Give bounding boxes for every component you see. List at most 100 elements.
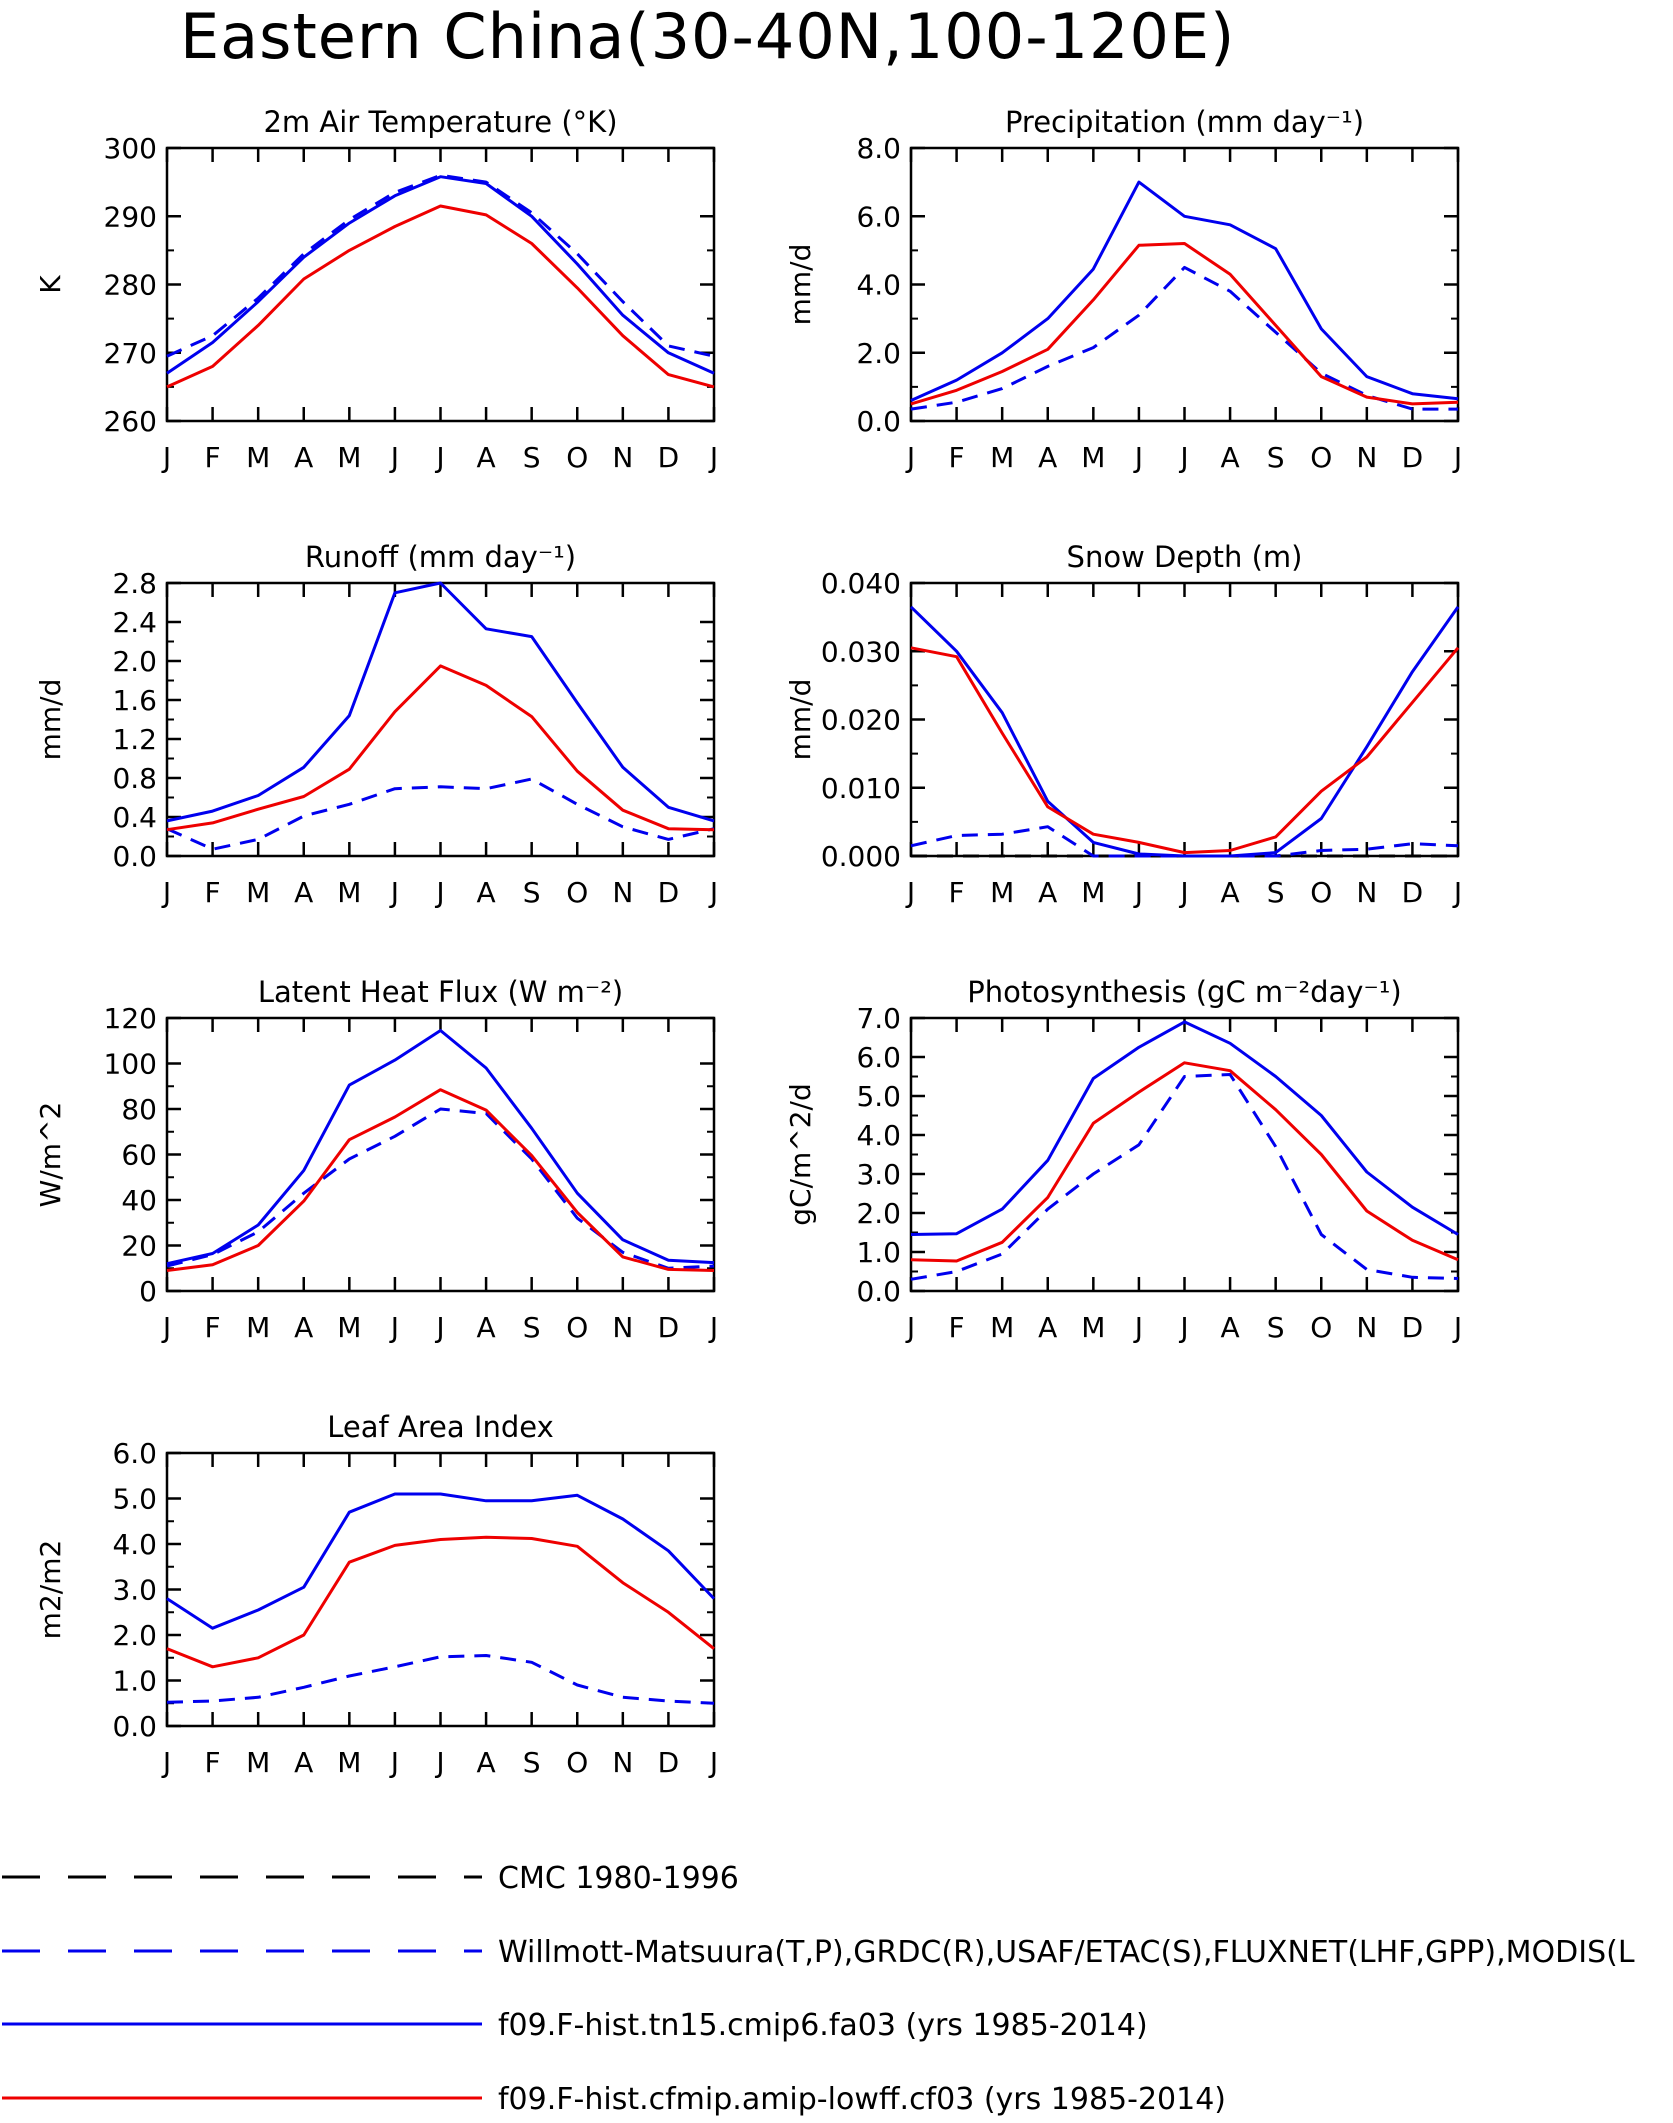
- x-tick-label: N: [1356, 1311, 1377, 1344]
- x-tick-label: A: [1221, 1311, 1240, 1344]
- series-line-1: [166, 1107, 715, 1270]
- series-line-3: [166, 664, 715, 832]
- series-line-2: [166, 1029, 715, 1266]
- x-tick-label: J: [389, 876, 399, 909]
- x-tick-label: M: [1081, 1311, 1105, 1344]
- x-tick-label: J: [161, 1311, 171, 1344]
- x-tick-label: J: [708, 1311, 718, 1344]
- series-line-1: [910, 825, 1459, 858]
- x-tick-label: J: [161, 876, 171, 909]
- series-line-1: [910, 265, 1458, 411]
- y-tick-label: 7.0: [856, 1002, 901, 1035]
- x-tick-label: J: [708, 441, 718, 474]
- y-axis-label: mm/d: [784, 244, 817, 326]
- x-tick-label: F: [949, 1311, 965, 1344]
- y-tick-label: 0.0: [856, 1275, 901, 1308]
- y-tick-label: 300: [104, 132, 157, 165]
- panel-title: Photosynthesis (gC m⁻²day⁻¹): [967, 975, 1401, 1009]
- y-tick-label: 0.4: [112, 801, 157, 834]
- x-tick-label: J: [1452, 1311, 1462, 1344]
- x-tick-label: O: [566, 1746, 588, 1779]
- x-tick-label: A: [294, 876, 313, 909]
- x-tick-label: A: [1221, 876, 1240, 909]
- x-tick-label: N: [612, 876, 633, 909]
- figure-title: Eastern China(30-40N,100-120E): [180, 0, 1236, 73]
- series-line-2: [166, 175, 715, 375]
- series-line-2: [166, 1492, 716, 1630]
- y-tick-label: 2.0: [112, 645, 157, 678]
- x-tick-label: S: [1267, 441, 1285, 474]
- y-tick-label: 260: [104, 405, 157, 438]
- x-tick-label: J: [434, 1746, 444, 1779]
- series-line-3: [910, 242, 1459, 406]
- y-tick-label: 80: [121, 1093, 157, 1126]
- y-tick-label: 4.0: [856, 269, 901, 302]
- x-tick-label: O: [566, 876, 588, 909]
- legend-label: Willmott-Matsuura(T,P),GRDC(R),USAF/ETAC…: [498, 1935, 1635, 1970]
- x-tick-label: J: [434, 876, 444, 909]
- x-tick-label: M: [337, 1311, 361, 1344]
- x-tick-label: N: [612, 441, 633, 474]
- x-tick-label: O: [1310, 876, 1332, 909]
- x-tick-label: J: [434, 1311, 444, 1344]
- x-tick-label: M: [990, 876, 1014, 909]
- y-tick-label: 4.0: [856, 1119, 901, 1152]
- x-tick-label: F: [949, 441, 965, 474]
- x-tick-label: A: [294, 441, 313, 474]
- y-axis-label: K: [34, 275, 67, 294]
- x-tick-label: D: [658, 1746, 680, 1779]
- y-tick-label: 0.010: [821, 772, 901, 805]
- panel-title: Precipitation (mm day⁻¹): [1005, 105, 1364, 139]
- x-tick-label: A: [1038, 876, 1057, 909]
- panel-4: Snow Depth (m) mm/d 0.000 0.010 0.020 0.030 0.…: [784, 540, 1462, 909]
- panel-1: 2m Air Temperature (°K) K 260 270 280 290 300 J…: [34, 105, 718, 474]
- x-tick-label: J: [905, 441, 915, 474]
- panel-title: Snow Depth (m): [1067, 540, 1303, 574]
- x-tick-label: M: [337, 876, 361, 909]
- series-line-2: [910, 1020, 1459, 1236]
- x-tick-label: N: [612, 1746, 633, 1779]
- x-tick-label: J: [161, 441, 171, 474]
- x-tick-label: S: [1267, 876, 1285, 909]
- x-tick-label: D: [1402, 441, 1424, 474]
- x-tick-label: J: [1452, 876, 1462, 909]
- plot-frame: [909, 1016, 1460, 1293]
- x-tick-label: S: [523, 876, 541, 909]
- y-tick-label: 2.0: [856, 1197, 901, 1230]
- x-tick-label: M: [246, 1746, 270, 1779]
- y-tick-label: 0.000: [821, 840, 901, 873]
- legend: CMC 1980-1996 Willmott-Matsuura(T,P),GRDC…: [2, 1861, 1635, 2117]
- series-line-2: [166, 581, 715, 823]
- y-tick-label: 6.0: [856, 200, 901, 233]
- x-tick-label: D: [1402, 876, 1424, 909]
- x-tick-label: M: [246, 1311, 270, 1344]
- x-tick-label: S: [523, 441, 541, 474]
- y-tick-label: 290: [104, 200, 157, 233]
- x-tick-label: A: [294, 1746, 313, 1779]
- y-tick-label: 5.0: [856, 1080, 901, 1113]
- y-tick-label: 2.4: [112, 606, 157, 639]
- x-tick-label: O: [566, 1311, 588, 1344]
- series-line-3: [166, 1088, 715, 1272]
- x-tick-label: A: [477, 1311, 496, 1344]
- x-tick-label: F: [949, 876, 965, 909]
- legend-label: f09.F-hist.cfmip.amip-lowff.cf03 (yrs 19…: [498, 2082, 1226, 2117]
- x-tick-label: M: [1081, 441, 1105, 474]
- panel-5: Latent Heat Flux (W m⁻²) W/m^2 0 20 40 60 80 10…: [34, 975, 718, 1344]
- x-tick-label: M: [990, 441, 1014, 474]
- x-tick-label: M: [337, 1746, 361, 1779]
- series-line-1: [910, 1073, 1459, 1281]
- x-tick-label: A: [1038, 441, 1057, 474]
- x-tick-label: M: [1081, 876, 1105, 909]
- x-tick-label: N: [1356, 441, 1377, 474]
- x-tick-label: N: [612, 1311, 633, 1344]
- y-tick-label: 2.0: [856, 337, 901, 370]
- y-tick-label: 120: [104, 1002, 157, 1035]
- y-tick-label: 0.040: [821, 567, 901, 600]
- panel-7: Leaf Area Index m2/m2 0.0 1.0 2.0 3.0 4.0 5.0 6.…: [34, 1410, 718, 1779]
- x-tick-label: M: [246, 876, 270, 909]
- x-tick-label: J: [161, 1746, 171, 1779]
- legend-label: CMC 1980-1996: [498, 1861, 739, 1896]
- y-tick-label: 280: [104, 269, 157, 302]
